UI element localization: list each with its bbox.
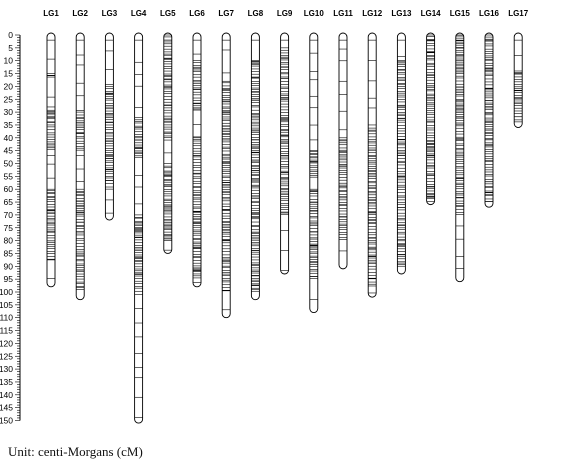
scale-tick-label: 75	[4, 223, 14, 233]
scale-tick-label: 65	[4, 197, 14, 207]
linkage-group-lg9: LG9	[277, 9, 293, 275]
scale-tick-label: 25	[4, 94, 14, 104]
scale-tick-label: 80	[4, 236, 14, 246]
chromosome-bar	[104, 32, 114, 221]
linkage-group-label: LG11	[333, 9, 353, 18]
chromosome-bar	[46, 32, 56, 288]
scale-tick-label: 70	[4, 210, 14, 220]
scale-tick-label: 40	[4, 133, 14, 143]
scale-tick-label: 10	[4, 56, 14, 66]
linkage-group-label: LG12	[362, 9, 383, 18]
linkage-group-lg3: LG3	[102, 9, 118, 221]
chromosome-bar	[221, 32, 231, 319]
linkage-group-label: LG4	[131, 9, 147, 18]
linkage-group-lg16: LG16	[479, 9, 500, 208]
linkage-group-lg7: LG7	[218, 9, 235, 319]
chromosome-bar	[367, 32, 377, 298]
linkage-group-label: LG15	[450, 9, 471, 18]
scale-tick-label: 55	[4, 171, 14, 181]
scale-tick-label: 90	[4, 261, 14, 271]
linkage-group-lg6: LG6	[189, 9, 205, 288]
scale-tick-label: 45	[4, 146, 14, 156]
linkage-group-label: LG14	[421, 9, 442, 18]
linkage-group-lg15: LG15	[450, 9, 471, 283]
linkage-group-label: LG6	[189, 9, 205, 18]
scale-tick-label: 50	[4, 159, 14, 169]
scale-tick-label: 60	[4, 184, 14, 194]
scale-tick-label: 15	[4, 69, 14, 79]
linkage-group-lg8: LG8	[248, 9, 264, 301]
scale-tick-label: 140	[0, 390, 13, 400]
linkage-group-lg13: LG13	[391, 9, 412, 275]
linkage-group-label: LG17	[508, 9, 529, 18]
scale-tick-label: 105	[0, 300, 13, 310]
linkage-group-label: LG9	[277, 9, 293, 18]
scale-tick-label: 135	[0, 377, 13, 387]
linkage-group-label: LG16	[479, 9, 500, 18]
scale-tick-label: 130	[0, 364, 13, 374]
linkage-group-lg14: LG14	[421, 9, 442, 206]
scale-tick-label: 30	[4, 107, 14, 117]
linkage-group-label: LG10	[304, 9, 325, 18]
scale-tick-label: 20	[4, 81, 14, 91]
linkage-group-label: LG2	[72, 9, 88, 18]
linkage-group-lg1: LG1	[43, 9, 59, 288]
scale-tick-label: 125	[0, 351, 13, 361]
scale-tick-label: 85	[4, 248, 14, 258]
scale-tick-label: 115	[0, 326, 13, 336]
linkage-map: 0 5 10 15 20 25 30 35 40 45 50 55 60 65 70 75 80 85 90 95 10…	[0, 9, 529, 426]
scale-tick-label: 150	[0, 416, 13, 426]
linkage-group-label: LG5	[160, 9, 176, 18]
chromosome-bar	[338, 32, 348, 270]
scale-tick-label: 5	[8, 43, 13, 53]
chromosome-bar	[513, 32, 523, 128]
linkage-group-lg4: LG4	[131, 9, 147, 424]
linkage-group-lg5: LG5	[160, 9, 176, 254]
linkage-group-label: LG3	[102, 9, 118, 18]
chromosome-bar	[309, 32, 319, 314]
scale-tick-label: 110	[0, 313, 13, 323]
scale-tick-label: 100	[0, 287, 13, 297]
scale-tick-label: 35	[4, 120, 14, 130]
unit-note: Unit: centi-Morgans (cM)	[8, 444, 143, 459]
linkage-group-label: LG1	[43, 9, 59, 18]
linkage-group-label: LG7	[218, 9, 234, 18]
linkage-group-label: LG8	[248, 9, 264, 18]
linkage-group-lg11: LG11	[333, 9, 353, 270]
linkage-group-lg17: LG17	[508, 9, 529, 128]
linkage-group-label: LG13	[391, 9, 412, 18]
chromosome-bar	[163, 32, 173, 254]
scale-tick-label: 120	[0, 338, 13, 348]
chromosome-bar	[426, 32, 436, 206]
scale-tick-label: 0	[8, 30, 13, 40]
scale-tick-label: 95	[4, 274, 14, 284]
chromosome-bar	[134, 32, 144, 424]
linkage-group-lg2: LG2	[72, 9, 89, 301]
linkage-group-lg12: LG12	[362, 9, 383, 298]
scale-tick-label: 145	[0, 403, 13, 413]
linkage-group-lg10: LG10	[304, 9, 325, 314]
